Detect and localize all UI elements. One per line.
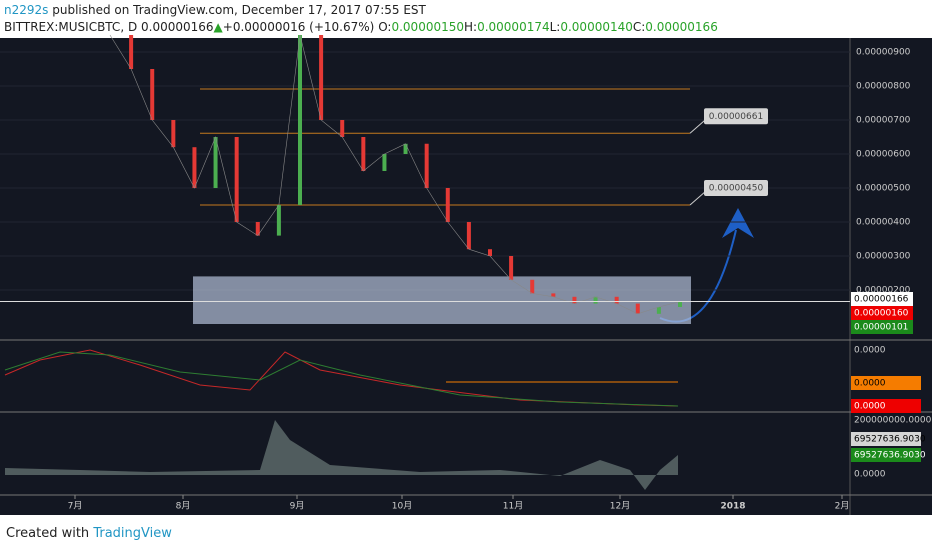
time-label: 2月 [835, 501, 850, 512]
callout [689, 190, 707, 206]
change: +0.00000016 (+10.67%) [222, 20, 375, 34]
ohlc-value: 0.00000140 [560, 20, 633, 34]
chart: 0.00000900 0.00000800 0.00000700 0.00000600… [0, 34, 932, 515]
pane-label: 200000000.0000 [854, 416, 932, 426]
pane-label: 0.0000 [854, 402, 886, 412]
pane-badge [851, 376, 921, 390]
symbol: BITTREX:MUSICBTC, D [4, 20, 138, 34]
price-badge-label: 0.00000160 [854, 309, 909, 319]
time-label: 8月 [176, 501, 191, 512]
time-label: 10月 [392, 501, 412, 512]
arrow-head [722, 208, 754, 238]
zone [193, 276, 691, 324]
author[interactable]: n2292s [4, 3, 49, 17]
arrow: ▲ [213, 20, 223, 34]
pane-label: 0.0000 [854, 470, 886, 480]
time-label: 7月 [68, 501, 83, 512]
created: Created with [6, 526, 90, 541]
pane-badge [851, 448, 921, 462]
ohlc-label: C: [632, 20, 646, 34]
ohlc-label: L: [549, 20, 561, 34]
price-badge [851, 320, 913, 334]
callout [689, 118, 707, 134]
ohlc: O:0.00000150H:0.00000174L:0.00000140C:0.… [378, 20, 718, 34]
callout-label: 0.00000661 [709, 112, 763, 122]
price-label: 0.00000900 [856, 48, 911, 58]
last: 0.00000166 [141, 20, 214, 34]
time-label: 12月 [610, 501, 630, 512]
price-badge [851, 292, 913, 306]
callout-box [704, 108, 768, 125]
osc-line [4, 351, 679, 407]
price-line [109, 34, 681, 315]
price-label: 0.00000500 [856, 184, 911, 194]
ohlc-label: O: [378, 20, 392, 34]
ohlc-value: 0.00000166 [645, 20, 718, 34]
pane-badge [851, 432, 921, 446]
pane-label: 69527636.9030 [854, 435, 926, 445]
time-label: 11月 [503, 501, 523, 512]
pane-label: 0.0000 [854, 346, 886, 356]
callout-box [704, 180, 768, 196]
price-label: 0.00000600 [856, 150, 911, 160]
line2: BITTREX:MUSICBTC, D 0.00000166▲+0.000000… [4, 19, 718, 36]
ohlc-value: 0.00000174 [477, 20, 550, 34]
price-badge [851, 306, 913, 320]
pane-label: 69527636.9030 [854, 451, 926, 461]
price-label: 0.00000400 [856, 218, 911, 228]
pane-badge [851, 399, 921, 413]
price-badge-label: 0.00000166 [854, 295, 909, 305]
price-label: 0.00000800 [856, 82, 911, 92]
published: published on TradingView.com, December 1… [52, 3, 426, 17]
time-label: 9月 [290, 501, 305, 512]
time-label: 2018 [720, 502, 745, 512]
volume-area [5, 420, 678, 490]
pane-label: 0.0000 [854, 379, 886, 389]
ohlc-label: H: [464, 20, 478, 34]
callout-label: 0.00000450 [709, 184, 764, 194]
ohlc-value: 0.00000150 [391, 20, 464, 34]
price-badge-label: 0.00000101 [854, 323, 908, 333]
footer: Created with TradingView [6, 526, 172, 541]
price-label: 0.00000200 [856, 286, 911, 296]
brand[interactable]: TradingView [93, 526, 172, 541]
price-label: 0.00000700 [856, 116, 911, 126]
header: n2292s published on TradingView.com, Dec… [4, 2, 718, 36]
line1: n2292s published on TradingView.com, Dec… [4, 2, 718, 19]
price-label: 0.00000300 [856, 252, 911, 262]
